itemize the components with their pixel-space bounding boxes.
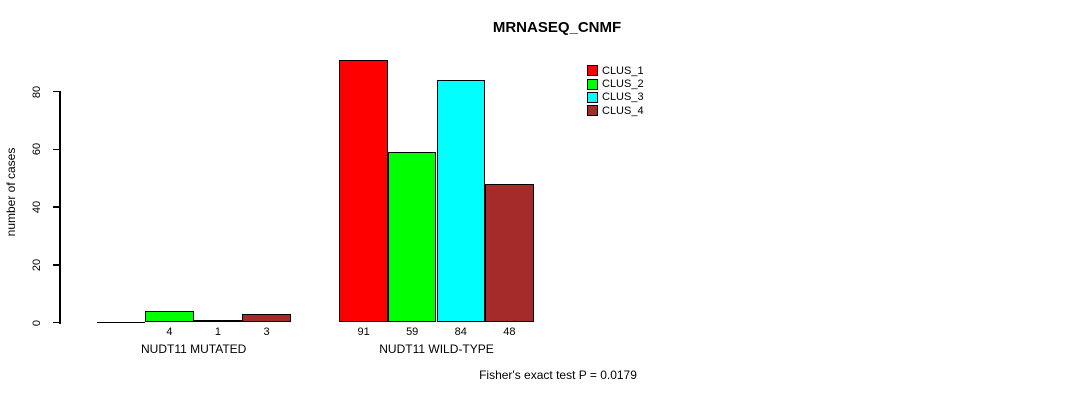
y-axis-tick <box>53 148 59 150</box>
bar-value-label-clus-4-nudt11-wild-type: 48 <box>503 326 516 338</box>
legend: CLUS_1 CLUS_2 CLUS_3 CLUS_4 <box>587 64 644 118</box>
chart-title: MRNASEQ_CNMF <box>492 19 622 36</box>
bar-value-label-clus-4-nudt11-mutated: 3 <box>263 326 270 338</box>
bar-clus-3-nudt11-wild-type <box>436 79 486 323</box>
bar-clus-1-nudt11-wild-type <box>339 59 388 323</box>
legend-row-clus-3: CLUS_3 <box>587 91 644 104</box>
legend-swatch-clus-4 <box>587 105 598 117</box>
legend-row-clus-2: CLUS_2 <box>587 77 644 90</box>
legend-swatch-clus-1 <box>587 65 598 77</box>
bar-value-label-clus-3-nudt11-mutated: 1 <box>214 326 222 338</box>
y-axis-tick <box>53 264 59 266</box>
y-axis-tick-label: 40 <box>30 200 43 214</box>
legend-label-clus-4: CLUS_4 <box>602 104 644 117</box>
y-axis-tick-label: 80 <box>30 85 43 98</box>
bar-value-label-clus-3-nudt11-wild-type: 84 <box>454 326 467 338</box>
y-axis-tick <box>53 206 59 208</box>
bar-clus-2-nudt11-mutated <box>145 310 194 323</box>
bar-value-label-clus-2-nudt11-mutated: 4 <box>166 326 173 338</box>
y-axis-tick-label: 20 <box>30 258 43 271</box>
y-axis-tick <box>53 321 59 324</box>
legend-label-clus-1: CLUS_1 <box>602 64 644 77</box>
legend-row-clus-4: CLUS_4 <box>587 104 644 117</box>
legend-label-clus-2: CLUS_2 <box>602 78 644 91</box>
legend-row-clus-1: CLUS_1 <box>587 64 644 77</box>
y-axis-tick-label: 60 <box>30 143 43 156</box>
y-axis-line <box>59 91 61 324</box>
category-label-nudt11-wild-type: NUDT11 WILD-TYPE <box>379 342 494 356</box>
bar-clus-1-nudt11-mutated <box>96 321 146 323</box>
bar-clus-3-nudt11-mutated <box>193 319 243 323</box>
fisher-test-annotation: Fisher's exact test P = 0.0179 <box>479 368 637 382</box>
bar-clus-4-nudt11-wild-type <box>485 183 534 323</box>
bar-value-label-clus-1-nudt11-wild-type: 91 <box>357 326 370 338</box>
bar-clus-4-nudt11-mutated <box>242 313 291 323</box>
y-axis-tick-label: 0 <box>30 319 43 326</box>
legend-swatch-clus-2 <box>587 78 598 90</box>
category-label-nudt11-mutated: NUDT11 MUTATED <box>141 342 247 356</box>
bar-value-label-clus-2-nudt11-wild-type: 59 <box>406 326 419 338</box>
bar-clus-2-nudt11-wild-type <box>387 152 437 323</box>
y-axis-tick <box>53 90 59 93</box>
legend-label-clus-3: CLUS_3 <box>602 91 644 104</box>
y-axis-label: number of cases <box>4 147 18 237</box>
legend-swatch-clus-3 <box>587 91 598 103</box>
